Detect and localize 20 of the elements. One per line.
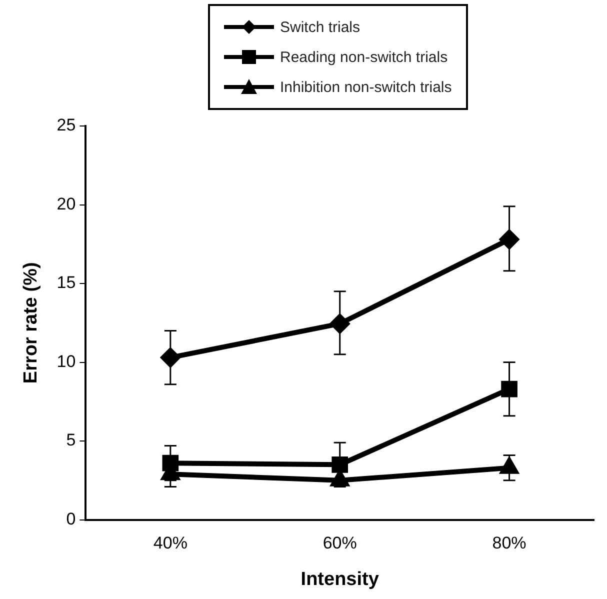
y-tick-label: 20: [56, 194, 76, 214]
y-tick-label: 15: [56, 273, 76, 292]
x-tick-label: 40%: [153, 534, 188, 553]
point: [500, 230, 519, 249]
x-axis-title: Intensity: [300, 568, 380, 590]
legend-label: Reading non-switch trials: [280, 48, 448, 66]
y-tick-label: 0: [66, 509, 76, 528]
legend-label: Inhibition non-switch trials: [280, 78, 452, 96]
y-axis-title: Error rate (%): [20, 262, 42, 384]
point: [501, 380, 518, 398]
point: [332, 456, 348, 473]
y-tick-label: 10: [56, 352, 76, 371]
y-tick-label: 25: [56, 116, 76, 135]
x-tick-label: 80%: [492, 534, 526, 553]
y-tick-label: 5: [66, 430, 76, 450]
point: [160, 348, 180, 368]
point: [162, 454, 179, 472]
x-tick-label: 60%: [322, 534, 357, 553]
point: [330, 314, 350, 334]
legend-label: Switch trials: [280, 18, 360, 36]
